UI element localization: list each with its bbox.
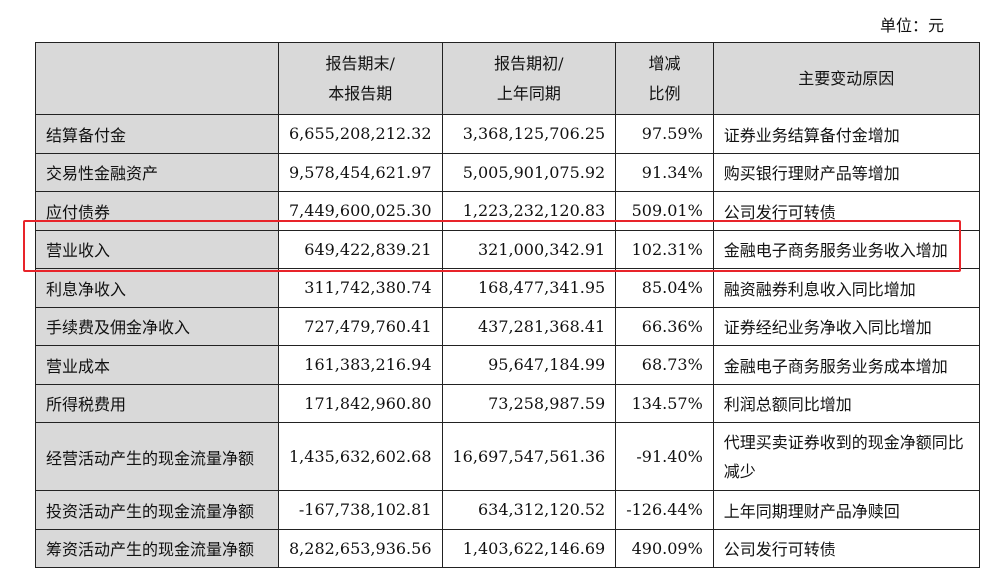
row-change: 85.04%	[615, 268, 714, 308]
unit-label: 单位：元	[880, 16, 945, 35]
row-current: 1,435,632,602.68	[278, 422, 443, 491]
row-reason: 上年同期理财产品净赎回	[712, 490, 980, 530]
table-row: 经营活动产生的现金流量净额 1,435,632,602.68 16,697,54…	[35, 422, 980, 491]
table-row: 营业成本 161,383,216.94 95,647,184.99 68.73%…	[35, 345, 980, 385]
row-reason: 利润总额同比增加	[712, 383, 980, 423]
row-item: 应付债券	[35, 191, 279, 231]
row-item: 所得税费用	[35, 383, 279, 423]
table-row: 结算备付金 6,655,208,212.32 3,368,125,706.25 …	[35, 114, 980, 154]
row-item: 交易性金融资产	[35, 152, 279, 192]
table-row: 交易性金融资产 9,578,454,621.97 5,005,901,075.9…	[35, 152, 980, 192]
row-current: 6,655,208,212.32	[278, 114, 443, 154]
row-prior: 1,403,622,146.69	[441, 528, 617, 568]
row-prior: 1,223,232,120.83	[441, 191, 617, 231]
table-row: 投资活动产生的现金流量净额 -167,738,102.81 634,312,12…	[35, 490, 980, 530]
row-change: 66.36%	[615, 306, 714, 346]
row-item: 投资活动产生的现金流量净额	[35, 490, 279, 530]
row-change: 102.31%	[615, 229, 714, 269]
row-prior: 437,281,368.41	[441, 306, 617, 346]
row-reason: 融资融券利息收入同比增加	[712, 268, 980, 308]
row-item: 结算备付金	[35, 114, 279, 154]
row-current: 311,742,380.74	[278, 268, 443, 308]
row-change: 91.34%	[615, 152, 714, 192]
row-current: 171,842,960.80	[278, 383, 443, 423]
table-row: 筹资活动产生的现金流量净额 8,282,653,936.56 1,403,622…	[35, 528, 980, 568]
row-reason: 证券经纪业务净收入同比增加	[712, 306, 980, 346]
header-change-ratio: 增减 比例	[615, 42, 714, 115]
row-reason: 证券业务结算备付金增加	[712, 114, 980, 154]
row-prior: 5,005,901,075.92	[441, 152, 617, 192]
header-current-period: 报告期末/ 本报告期	[278, 42, 443, 115]
row-reason: 公司发行可转债	[712, 191, 980, 231]
row-prior: 321,000,342.91	[441, 229, 617, 269]
row-item: 手续费及佣金净收入	[35, 306, 279, 346]
row-change: 509.01%	[615, 191, 714, 231]
row-reason: 公司发行可转债	[712, 528, 980, 568]
row-prior: 95,647,184.99	[441, 345, 617, 385]
row-change: 68.73%	[615, 345, 714, 385]
row-reason: 金融电子商务服务业务成本增加	[712, 345, 980, 385]
row-reason: 金融电子商务服务业务收入增加	[712, 229, 980, 269]
row-item: 筹资活动产生的现金流量净额	[35, 528, 279, 568]
row-item: 营业收入	[35, 229, 279, 269]
row-prior: 73,258,987.59	[441, 383, 617, 423]
row-item: 利息净收入	[35, 268, 279, 308]
row-prior: 16,697,547,561.36	[441, 422, 617, 491]
row-change: 134.57%	[615, 383, 714, 423]
row-prior: 3,368,125,706.25	[441, 114, 617, 154]
table-row: 利息净收入 311,742,380.74 168,477,341.95 85.0…	[35, 268, 980, 308]
table-header-row: 报告期末/ 本报告期 报告期初/ 上年同期 增减 比例 主要变动原因	[35, 42, 980, 115]
row-change: 97.59%	[615, 114, 714, 154]
row-current: 9,578,454,621.97	[278, 152, 443, 192]
row-current: -167,738,102.81	[278, 490, 443, 530]
row-prior: 168,477,341.95	[441, 268, 617, 308]
table-row: 应付债券 7,449,600,025.30 1,223,232,120.83 5…	[35, 191, 980, 231]
row-change: -91.40%	[615, 422, 714, 491]
row-current: 161,383,216.94	[278, 345, 443, 385]
row-prior: 634,312,120.52	[441, 490, 617, 530]
row-reason: 购买银行理财产品等增加	[712, 152, 980, 192]
row-item: 营业成本	[35, 345, 279, 385]
header-reason: 主要变动原因	[712, 42, 980, 115]
row-current: 727,479,760.41	[278, 306, 443, 346]
row-change: 490.09%	[615, 528, 714, 568]
row-current: 8,282,653,936.56	[278, 528, 443, 568]
financial-change-table: 报告期末/ 本报告期 报告期初/ 上年同期 增减 比例 主要变动原因 结算备付金…	[35, 42, 980, 568]
row-change: -126.44%	[615, 490, 714, 530]
table-row-highlighted: 营业收入 649,422,839.21 321,000,342.91 102.3…	[35, 229, 980, 269]
row-current: 7,449,600,025.30	[278, 191, 443, 231]
header-item-cell	[35, 42, 279, 115]
row-current: 649,422,839.21	[278, 229, 443, 269]
table-row: 手续费及佣金净收入 727,479,760.41 437,281,368.41 …	[35, 306, 980, 346]
row-reason: 代理买卖证券收到的现金净额同比减少	[712, 422, 980, 491]
header-prior-period: 报告期初/ 上年同期	[441, 42, 617, 115]
row-item: 经营活动产生的现金流量净额	[35, 422, 279, 491]
table-row: 所得税费用 171,842,960.80 73,258,987.59 134.5…	[35, 383, 980, 423]
